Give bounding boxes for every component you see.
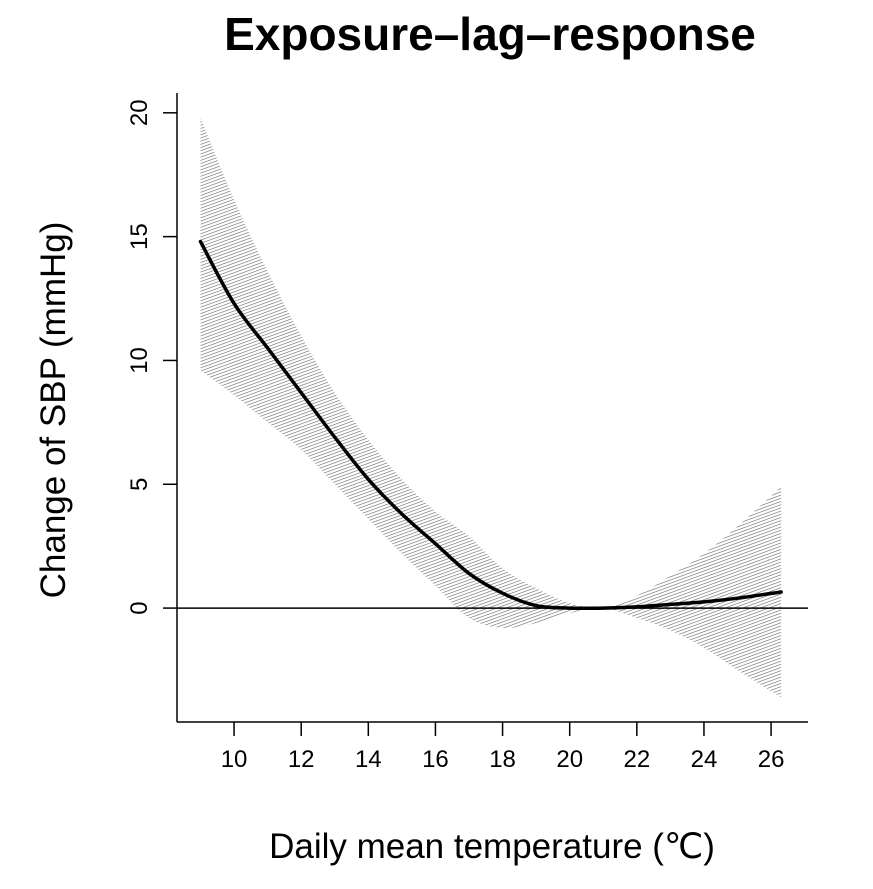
y-tick-label: 0	[126, 601, 153, 614]
chart-title: Exposure–lag–response	[224, 8, 756, 60]
x-tick-label: 24	[691, 746, 718, 773]
x-axis-label: Daily mean temperature (℃)	[269, 827, 715, 866]
series-line	[198, 239, 783, 611]
x-tick-label: 14	[355, 746, 382, 773]
y-tick-label: 10	[126, 347, 153, 374]
x-tick-label: 10	[221, 746, 248, 773]
x-tick-label: 18	[489, 746, 516, 773]
x-tick-label: 16	[422, 746, 449, 773]
y-tick-label: 15	[126, 223, 153, 250]
axes: 10 12 14 16 18 20 22 24 26 0 5 10 15 20	[126, 93, 808, 773]
x-tick-label: 20	[556, 746, 583, 773]
plot-area	[177, 117, 808, 698]
x-tick-label: 22	[623, 746, 650, 773]
y-axis-ticks: 0 5 10 15 20	[126, 99, 177, 615]
x-axis-ticks: 10 12 14 16 18 20 22 24 26	[221, 722, 785, 773]
y-tick-label: 20	[126, 99, 153, 126]
x-tick-label: 12	[288, 746, 315, 773]
y-tick-label: 5	[126, 478, 153, 491]
confidence-band	[200, 117, 782, 698]
x-tick-label: 26	[758, 746, 785, 773]
y-axis-label: Change of SBP (mmHg)	[34, 222, 73, 599]
